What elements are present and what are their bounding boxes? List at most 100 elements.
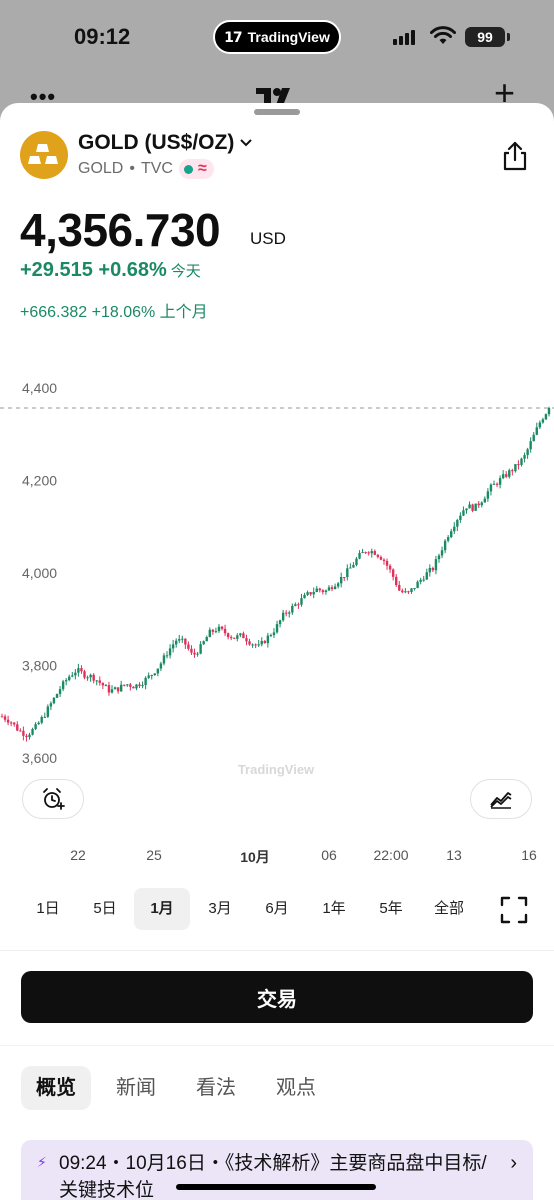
candle — [119, 680, 123, 692]
candle — [459, 512, 462, 523]
candle — [3, 714, 7, 723]
battery-indicator: 99 — [465, 27, 510, 47]
range-button[interactable]: 3月 — [208, 900, 232, 917]
candle — [223, 624, 227, 636]
candle — [364, 551, 367, 554]
candle — [330, 585, 334, 592]
x-tick-label: 06 — [321, 847, 337, 863]
divider — [0, 1045, 554, 1046]
candle — [446, 535, 450, 543]
news-card[interactable]: ⚡ 09:24・10月16日・《技术解析》主要商品盘中目标/关键技术位 › — [21, 1140, 533, 1200]
candle — [508, 468, 511, 479]
candle — [113, 686, 117, 690]
candle — [340, 572, 343, 588]
home-indicator[interactable] — [176, 1184, 376, 1190]
symbol-selector[interactable]: GOLD (US$/OZ) — [78, 131, 253, 155]
candle — [257, 639, 260, 647]
symbol-separator: • — [129, 160, 135, 177]
candle — [150, 674, 153, 680]
candle — [251, 643, 254, 648]
status-time: 09:12 — [74, 24, 131, 49]
candle — [388, 564, 392, 573]
market-open-dot-icon — [183, 164, 193, 174]
market-status-pill[interactable]: ≈ — [178, 159, 214, 179]
candle — [492, 480, 496, 485]
x-tick-label: 22:00 — [373, 847, 409, 863]
candle — [40, 715, 43, 725]
candle — [16, 721, 19, 732]
x-tick-label: 10月 — [240, 849, 270, 865]
candle — [437, 553, 441, 563]
candle — [520, 457, 523, 467]
candle — [98, 676, 101, 686]
candle — [535, 422, 538, 436]
candle — [526, 447, 529, 459]
sheet-grabber[interactable] — [254, 109, 300, 115]
range-button[interactable]: 5日 — [93, 900, 117, 917]
candle — [471, 503, 474, 513]
candle — [239, 632, 242, 638]
chart-type-button[interactable] — [470, 779, 532, 819]
candle — [443, 539, 447, 554]
change-today-label: 今天 — [170, 263, 201, 280]
candle — [511, 468, 514, 476]
candle — [529, 437, 532, 453]
candle — [385, 558, 389, 570]
price-currency: USD — [250, 229, 286, 248]
y-tick-label: 4,000 — [22, 565, 57, 581]
add-icon: + — [494, 72, 516, 113]
candle — [373, 549, 377, 556]
candle — [391, 568, 395, 581]
chevron-down-icon — [240, 139, 253, 147]
y-tick-label: 4,200 — [22, 473, 57, 489]
fullscreen-icon[interactable] — [500, 896, 528, 924]
tab[interactable]: 看法 — [196, 1077, 236, 1099]
trade-button[interactable]: 交易 — [21, 971, 533, 1023]
add-alert-button[interactable] — [22, 779, 84, 819]
candle — [468, 501, 471, 509]
candle — [107, 681, 111, 696]
candle — [306, 590, 309, 597]
candle — [92, 673, 95, 684]
share-icon[interactable] — [498, 139, 532, 173]
price-chart[interactable]: 4,400 4,200 4,000 3,800 3,600 TradingView — [0, 358, 554, 868]
candle — [6, 715, 10, 726]
range-button[interactable]: 全部 — [433, 900, 465, 917]
candle — [294, 602, 297, 607]
tab[interactable]: 概览 — [21, 1066, 91, 1110]
tab[interactable]: 新闻 — [116, 1077, 156, 1099]
candle — [541, 417, 545, 424]
candle — [31, 727, 34, 736]
candle — [19, 728, 22, 732]
symbol-name: GOLD (US$/OZ) — [78, 131, 235, 154]
symbol-sheet: GOLD (US$/OZ) GOLD • TVC ≈ 4,356.730 USD… — [0, 103, 554, 1200]
candle — [376, 554, 380, 559]
candle — [55, 693, 59, 699]
candle — [440, 546, 444, 559]
range-button[interactable]: 1日 — [36, 900, 60, 917]
candle — [233, 637, 236, 640]
candle — [0, 713, 4, 718]
candle — [501, 470, 505, 480]
candle — [58, 685, 62, 697]
candle — [129, 682, 132, 691]
candle — [486, 488, 490, 502]
y-tick-label: 3,600 — [22, 750, 57, 766]
range-button[interactable]: 1年 — [322, 900, 346, 917]
candle — [352, 562, 355, 568]
candle — [132, 686, 135, 689]
range-button[interactable]: 5年 — [379, 900, 403, 917]
gold-logo-icon — [20, 131, 68, 179]
candle — [236, 633, 239, 642]
candle — [495, 482, 499, 488]
tab[interactable]: 观点 — [276, 1077, 316, 1099]
candle — [135, 684, 138, 691]
range-button[interactable]: 6月 — [265, 900, 289, 917]
dynamic-island[interactable]: 𝟭𝟳 TradingView — [213, 20, 341, 54]
candle — [43, 712, 46, 719]
range-button[interactable]: 1月 — [134, 888, 190, 930]
candle — [208, 627, 211, 638]
candle — [284, 610, 288, 617]
tradingview-logo-icon: 𝟭𝟳 — [224, 28, 243, 45]
candle — [343, 577, 346, 581]
